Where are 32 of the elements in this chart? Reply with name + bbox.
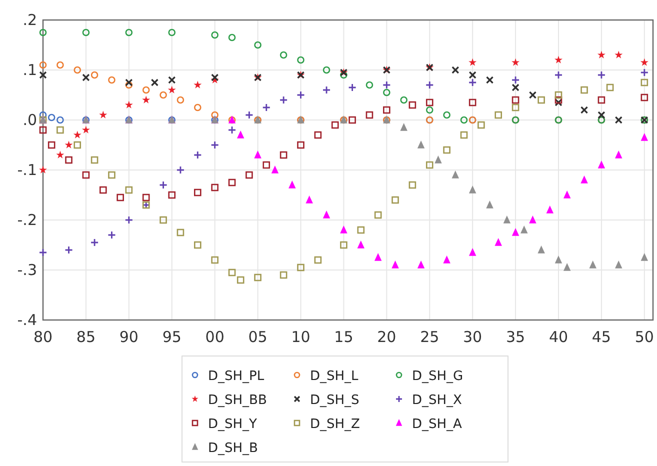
x-tick-label: 40 — [548, 328, 568, 346]
y-tick-label: .1 — [22, 61, 37, 79]
x-tick-label: 30 — [463, 328, 482, 346]
legend-label: D_SH_A — [412, 417, 462, 432]
x-tick-label: 80 — [33, 328, 53, 346]
x-tick-label: 00 — [205, 328, 224, 346]
x-tick-label: 15 — [334, 328, 354, 346]
x-tick-label: 25 — [420, 328, 440, 346]
y-tick-label: -.2 — [17, 211, 37, 229]
y-tick-label: -.3 — [17, 261, 37, 279]
legend-label: D_SH_S — [310, 393, 360, 408]
x-tick-label: 05 — [248, 328, 268, 346]
y-tick-label: .2 — [22, 11, 37, 29]
legend-label: D_SH_Z — [310, 417, 360, 432]
x-tick-label: 50 — [634, 328, 654, 346]
legend-label: D_SH_L — [310, 369, 360, 384]
legend-label: D_SH_PL — [208, 369, 265, 384]
x-tick-label: 90 — [119, 328, 138, 346]
legend-label: D_SH_BB — [208, 393, 267, 408]
x-tick-label: 35 — [506, 328, 526, 346]
y-tick-label: -.1 — [17, 161, 37, 179]
x-tick-label: 95 — [162, 328, 182, 346]
y-tick-label: -.4 — [17, 311, 37, 329]
x-tick-label: 20 — [377, 328, 396, 346]
x-tick-label: 85 — [76, 328, 96, 346]
legend-label: D_SH_G — [412, 369, 464, 384]
x-tick-label: 10 — [291, 328, 310, 346]
legend-label: D_SH_B — [208, 441, 258, 456]
legend-label: D_SH_X — [412, 393, 462, 408]
x-tick-label: 45 — [592, 328, 611, 346]
legend-label: D_SH_Y — [208, 417, 258, 432]
y-tick-label: .0 — [22, 111, 37, 129]
